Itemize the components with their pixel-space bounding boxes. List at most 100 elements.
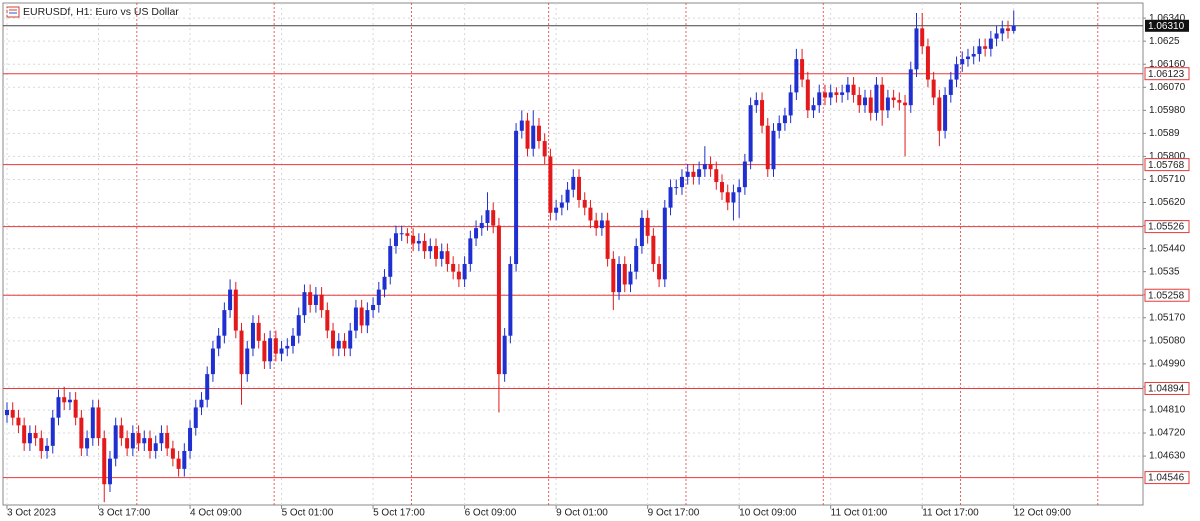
- candle: [79, 409, 84, 457]
- candle-body: [720, 182, 725, 193]
- x-tick-label: 12 Oct 09:00: [1014, 508, 1072, 519]
- candle: [668, 179, 673, 216]
- candle: [210, 340, 215, 382]
- candle-body: [874, 84, 879, 113]
- candle: [651, 228, 656, 272]
- candle: [456, 263, 461, 288]
- candle: [336, 333, 341, 357]
- candle-body: [222, 310, 227, 336]
- candle: [840, 84, 845, 103]
- candle-body: [456, 271, 461, 280]
- candle: [73, 392, 78, 426]
- candle-body: [39, 438, 44, 451]
- candle: [142, 430, 147, 451]
- candle: [800, 48, 805, 88]
- candle: [760, 92, 765, 134]
- candle: [880, 77, 885, 126]
- candle: [679, 169, 684, 195]
- candle: [1011, 10, 1016, 34]
- candle-body: [90, 407, 95, 439]
- candle-body: [885, 97, 890, 111]
- y-tick-label: 1.0589: [1149, 128, 1180, 139]
- candle: [851, 77, 856, 103]
- candle: [714, 161, 719, 190]
- level-label: 1.05526: [1148, 222, 1185, 233]
- y-tick-label: 1.05170: [1149, 312, 1186, 323]
- candle: [737, 179, 742, 218]
- candle-body: [1006, 28, 1011, 31]
- candle-body: [67, 399, 72, 403]
- candle: [285, 338, 290, 357]
- candle-body: [805, 79, 810, 111]
- candle-body: [994, 33, 999, 39]
- candle-body: [125, 438, 130, 449]
- candle-body: [794, 59, 799, 93]
- candle-body: [920, 28, 925, 47]
- candle-body: [525, 120, 530, 149]
- candle-body: [411, 235, 416, 244]
- x-tick-label: 3 Oct 17:00: [99, 508, 151, 519]
- candle-body: [56, 397, 61, 418]
- candle-body: [702, 164, 707, 170]
- candle: [834, 87, 839, 103]
- candle-body: [977, 46, 982, 54]
- candle-body: [714, 169, 719, 183]
- candle-body: [697, 169, 702, 177]
- candle-body: [817, 92, 822, 106]
- candle: [393, 225, 398, 254]
- candle-body: [863, 97, 868, 106]
- candle: [822, 84, 827, 106]
- candle: [50, 409, 55, 454]
- candle-body: [502, 335, 507, 375]
- candle-body: [216, 335, 221, 349]
- candle: [782, 107, 787, 131]
- candle: [514, 123, 519, 272]
- candle-body: [771, 130, 776, 170]
- candle-body: [548, 156, 553, 213]
- candle: [365, 302, 370, 334]
- candle: [662, 199, 667, 288]
- candle-body: [107, 458, 112, 485]
- candle: [153, 435, 158, 459]
- candle: [582, 192, 587, 216]
- x-tick-label: 4 Oct 09:00: [190, 508, 242, 519]
- y-tick-label: 1.04810: [1149, 405, 1186, 416]
- candle-body: [148, 438, 153, 451]
- candle: [943, 87, 948, 139]
- candle-body: [279, 348, 284, 354]
- candle: [874, 77, 879, 121]
- candle-body: [834, 92, 839, 95]
- plot-frame: [2, 2, 1144, 506]
- candle-body: [828, 92, 833, 98]
- level-label: 1.04894: [1148, 384, 1185, 395]
- level-label: 1.06123: [1148, 69, 1185, 80]
- candle-body: [296, 315, 301, 336]
- candle: [199, 392, 204, 416]
- candle-body: [588, 207, 593, 221]
- candle: [148, 430, 153, 459]
- candle: [405, 228, 410, 244]
- candle: [119, 417, 124, 446]
- candle: [411, 228, 416, 252]
- candle: [977, 38, 982, 62]
- y-tick-label: 1.05710: [1149, 174, 1186, 185]
- candle-body: [577, 176, 582, 200]
- candle-body: [359, 307, 364, 326]
- candle-body: [365, 310, 370, 326]
- candle: [868, 89, 873, 121]
- candle-body: [1011, 25, 1016, 31]
- candle-body: [800, 59, 805, 80]
- candle: [188, 420, 193, 459]
- candle: [725, 184, 730, 211]
- candle-body: [622, 263, 627, 285]
- candle: [325, 302, 330, 339]
- candle: [56, 389, 61, 426]
- candle: [479, 215, 484, 236]
- candle-body: [256, 322, 261, 341]
- candle: [748, 97, 753, 170]
- candle: [754, 92, 759, 113]
- candle-body: [16, 417, 21, 426]
- candle-body: [170, 448, 175, 459]
- candle: [519, 110, 524, 139]
- candle-body: [605, 220, 610, 259]
